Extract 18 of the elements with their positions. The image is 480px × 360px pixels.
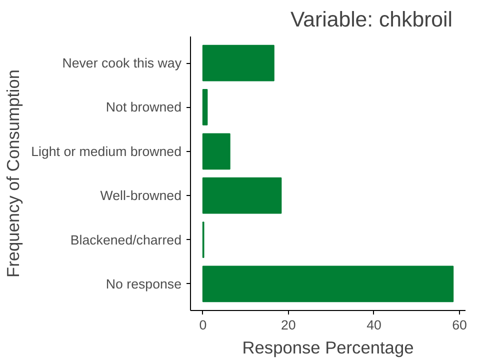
bar <box>202 133 230 170</box>
bar <box>202 89 208 126</box>
y-axis-title: Frequency of Consumption <box>3 69 24 278</box>
bar <box>202 266 454 302</box>
y-tick-label: Light or medium browned <box>31 144 182 159</box>
y-tick-label: Blackened/charred <box>70 232 182 248</box>
bar <box>202 177 282 214</box>
chart-title: Variable: chkbroil <box>290 8 453 32</box>
x-tick-label: 60 <box>452 318 467 332</box>
x-tick-label: 20 <box>281 318 296 332</box>
y-tick-label: No response <box>106 276 182 292</box>
x-axis-title: Response Percentage <box>242 338 414 358</box>
y-tick-label: Well-browned <box>100 188 182 204</box>
x-tick-label: 40 <box>366 318 382 332</box>
x-tick-label: 0 <box>199 318 207 332</box>
y-tick-label: Never cook this way <box>62 56 182 71</box>
y-tick-label: Not browned <box>106 100 182 115</box>
bar <box>202 44 274 82</box>
